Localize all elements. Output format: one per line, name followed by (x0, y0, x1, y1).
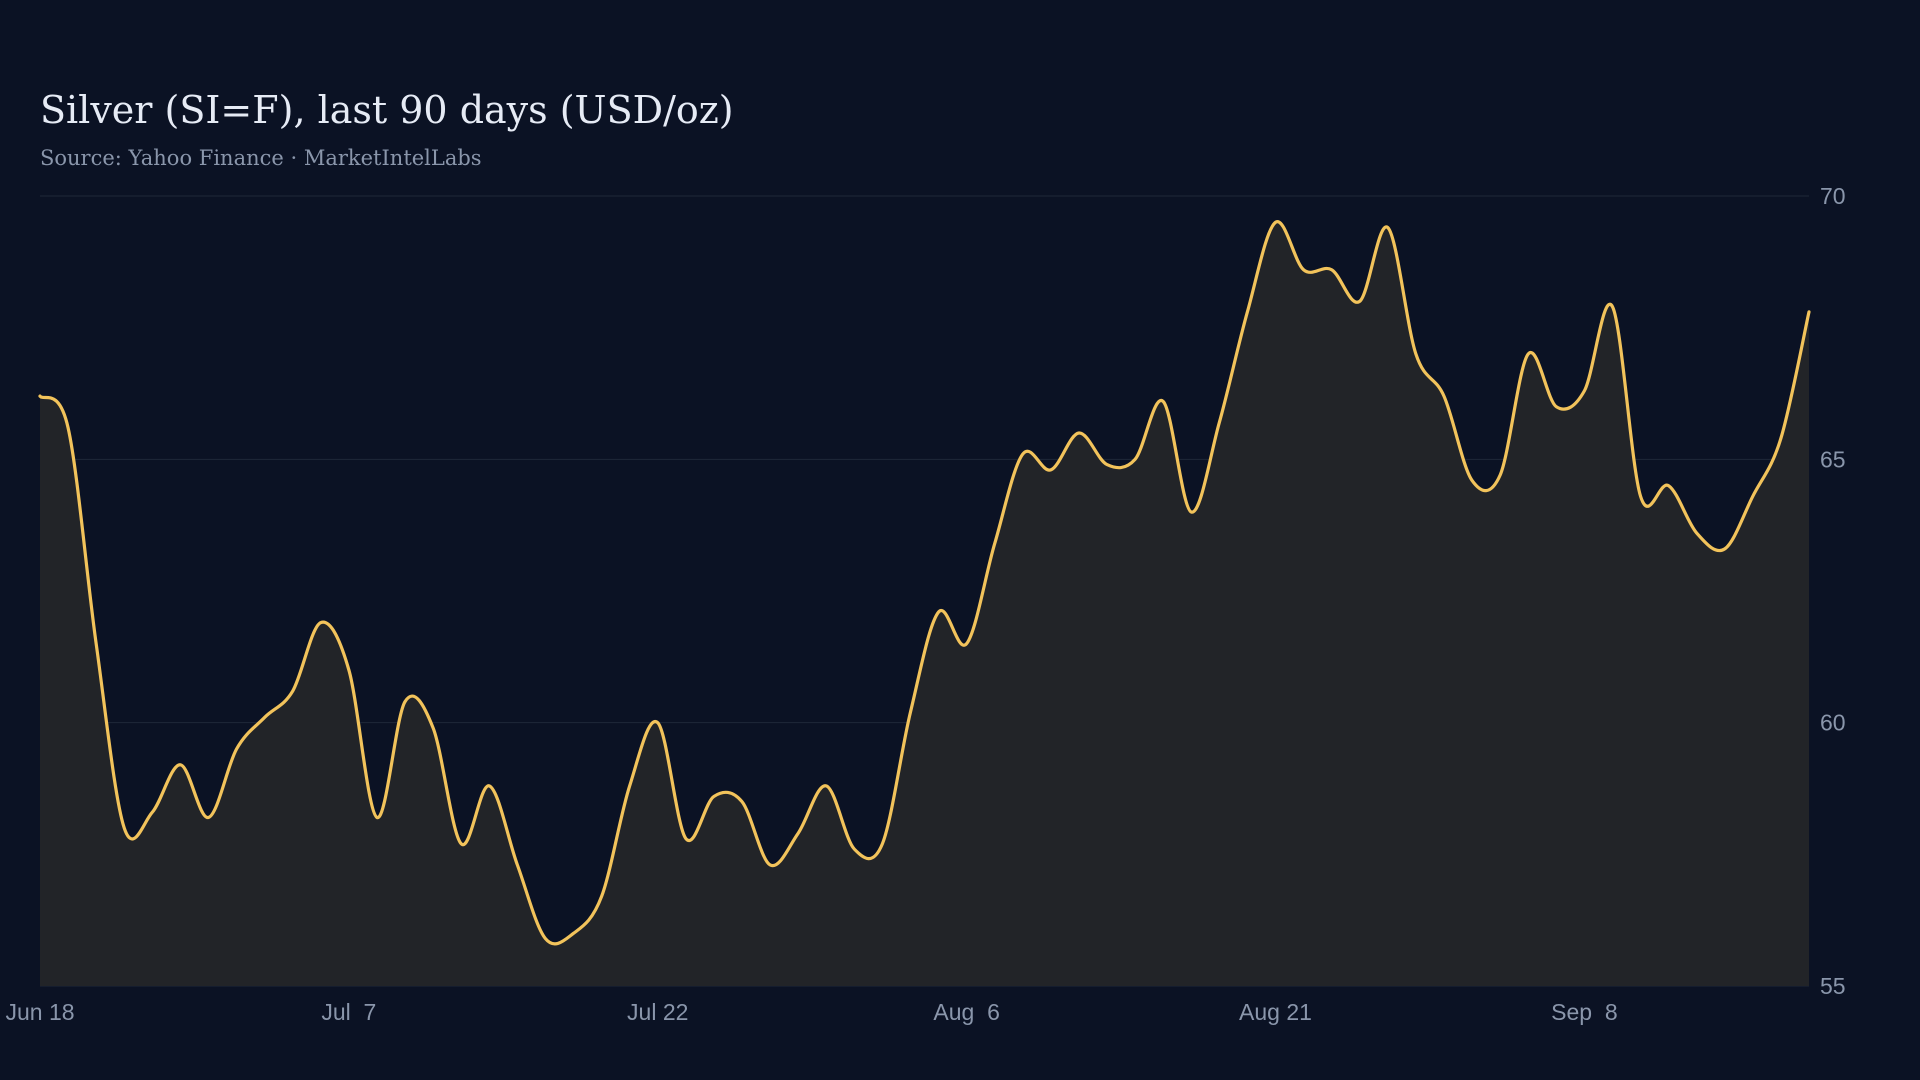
y-tick-label: 60 (1820, 710, 1846, 736)
y-axis: 55 60 65 70 (1820, 183, 1846, 999)
y-tick-label: 65 (1820, 446, 1846, 472)
x-tick-label: Aug 6 (933, 999, 1000, 1025)
y-tick-label: 70 (1820, 183, 1846, 209)
x-tick-label: Aug 21 (1239, 999, 1312, 1025)
x-tick-label: Jul 22 (627, 999, 688, 1025)
x-tick-label: Jun 18 (5, 999, 74, 1025)
x-axis: Jun 18 Jul 7 Jul 22 Aug 6 Aug 21 Sep 8 (5, 999, 1617, 1025)
y-tick-label: 55 (1820, 973, 1846, 999)
chart-title: Silver (SI=F), last 90 days (USD/oz) (40, 88, 734, 132)
price-area-fill (40, 221, 1809, 987)
x-tick-label: Jul 7 (321, 999, 376, 1025)
price-line (38, 220, 1811, 946)
x-tick-label: Sep 8 (1551, 999, 1618, 1025)
chart-subtitle: Source: Yahoo Finance · MarketIntelLabs (40, 146, 482, 170)
